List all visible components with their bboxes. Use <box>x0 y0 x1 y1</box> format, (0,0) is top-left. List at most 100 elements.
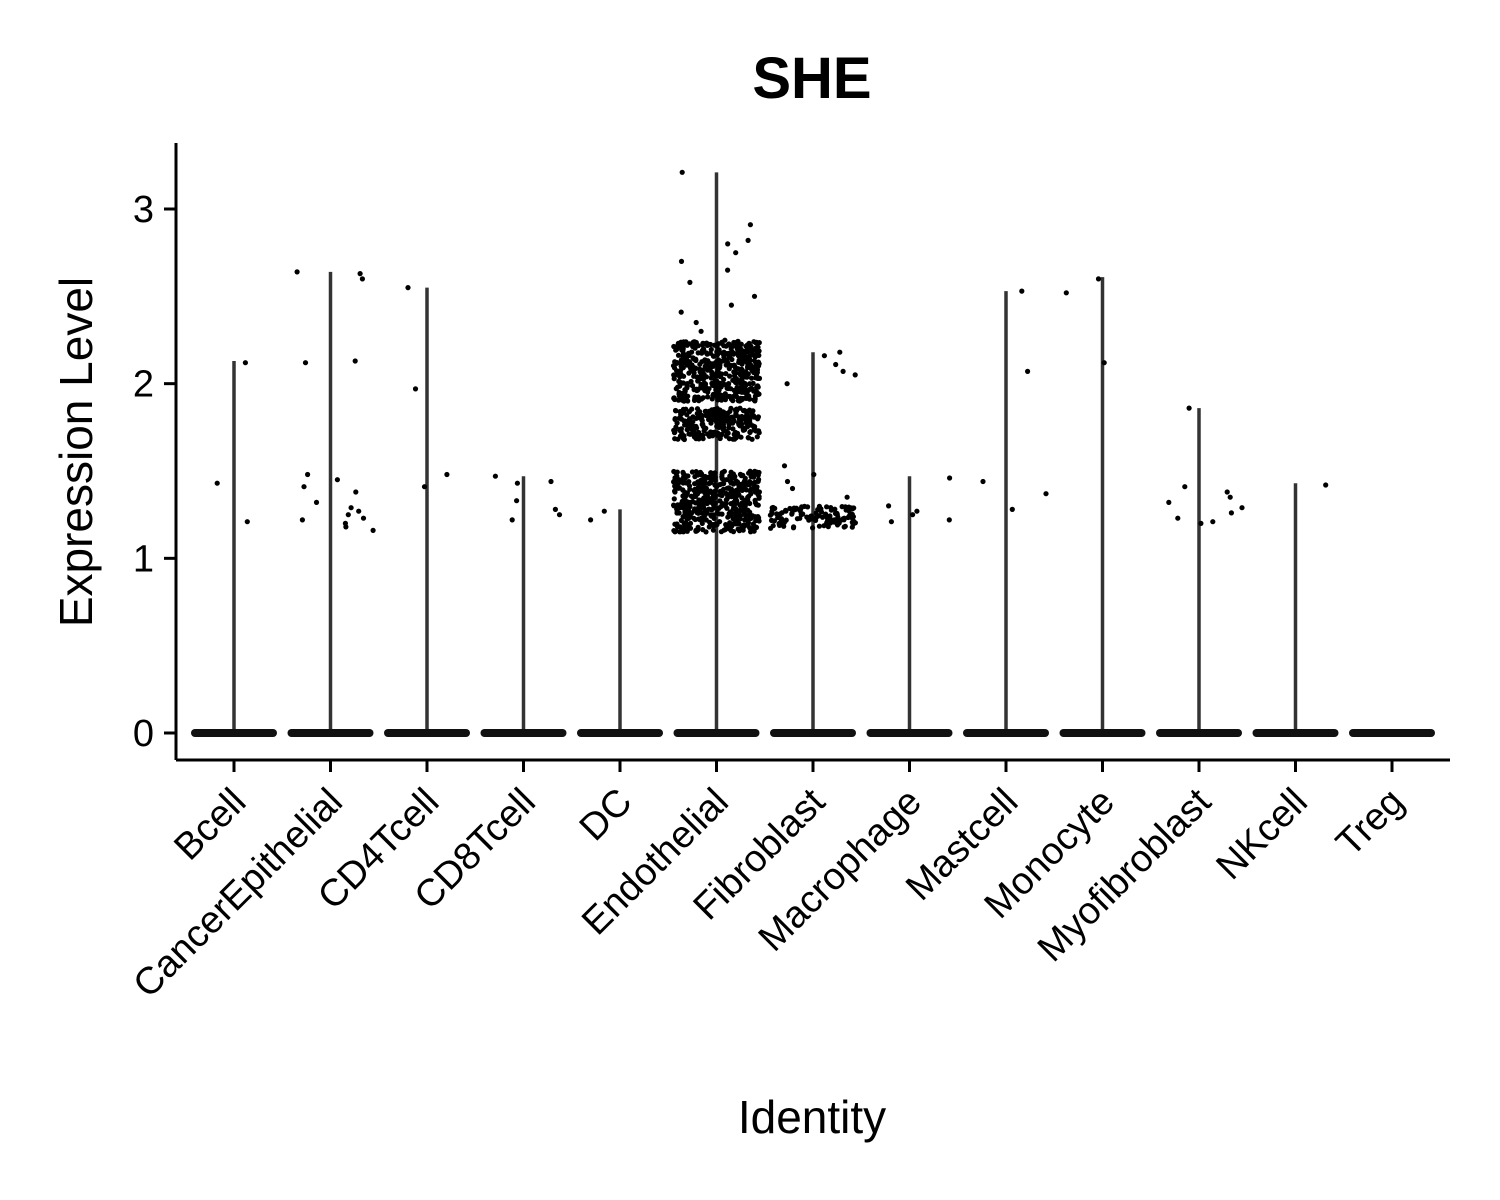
data-point <box>695 472 701 478</box>
data-point <box>833 361 839 368</box>
data-point <box>686 409 693 415</box>
data-point <box>681 342 688 348</box>
data-point <box>678 416 684 422</box>
data-point <box>794 516 801 522</box>
data-point <box>712 415 718 421</box>
data-point <box>804 514 810 520</box>
data-point <box>678 396 684 402</box>
data-point <box>768 525 774 531</box>
data-point <box>729 475 735 481</box>
data-point <box>789 511 795 517</box>
data-point <box>694 425 700 431</box>
data-point <box>697 506 703 512</box>
data-point <box>756 476 762 483</box>
data-point <box>672 436 678 442</box>
data-point <box>1025 368 1031 374</box>
zero-cluster-CD4Tcell <box>384 729 470 737</box>
zero-cluster-Fibroblast <box>770 729 856 737</box>
data-point <box>824 514 830 520</box>
data-point <box>703 529 709 535</box>
data-point <box>444 471 450 478</box>
data-point <box>781 463 788 469</box>
data-point <box>548 478 554 485</box>
data-point <box>810 525 816 531</box>
x-axis-label: Identity <box>738 1091 886 1143</box>
data-point <box>682 524 688 530</box>
data-point <box>334 477 340 483</box>
zero-cluster-DC <box>577 729 663 737</box>
data-point <box>709 429 716 436</box>
data-point <box>754 384 760 391</box>
data-point <box>731 373 738 379</box>
data-point <box>1019 288 1025 294</box>
data-point <box>694 406 701 412</box>
zero-cluster-Macrophage <box>866 729 953 737</box>
data-point <box>721 349 727 355</box>
data-point <box>680 480 686 486</box>
data-point <box>674 510 680 516</box>
data-point <box>745 237 751 243</box>
data-point <box>697 385 704 391</box>
data-point <box>825 520 831 526</box>
data-point <box>709 506 715 513</box>
data-point <box>735 414 742 420</box>
data-point <box>699 412 705 418</box>
data-point <box>1239 505 1245 511</box>
data-point <box>689 469 696 475</box>
data-point <box>738 368 744 374</box>
data-point <box>824 504 830 510</box>
data-point <box>672 488 678 494</box>
data-point <box>685 398 691 404</box>
data-point <box>734 350 740 356</box>
data-point <box>684 381 691 387</box>
data-point <box>701 428 707 434</box>
data-point <box>747 500 753 507</box>
data-point <box>1210 519 1216 525</box>
data-point <box>750 380 756 386</box>
data-point <box>683 519 689 526</box>
data-point <box>685 503 692 509</box>
data-point <box>746 407 753 413</box>
data-point <box>789 485 796 492</box>
data-point <box>680 365 686 371</box>
data-point <box>709 371 715 377</box>
data-point <box>754 389 760 395</box>
data-point <box>730 426 736 432</box>
data-point <box>301 484 307 490</box>
data-point <box>682 422 688 428</box>
data-point <box>787 505 793 512</box>
data-point <box>680 529 687 535</box>
data-point <box>739 358 745 364</box>
data-point <box>687 420 693 426</box>
data-point <box>724 523 730 529</box>
data-point <box>678 426 685 432</box>
data-point <box>692 493 699 499</box>
data-point <box>353 489 359 495</box>
zero-cluster-CD8Tcell <box>480 729 567 737</box>
data-point <box>704 493 711 499</box>
data-point <box>405 285 411 291</box>
data-point <box>737 421 743 427</box>
data-point <box>671 372 677 378</box>
data-point <box>675 340 682 346</box>
data-point <box>682 358 688 364</box>
data-point <box>721 343 727 349</box>
data-point <box>726 512 732 518</box>
data-point <box>815 507 821 513</box>
data-point <box>357 271 363 277</box>
data-point <box>808 513 815 519</box>
data-point <box>356 508 362 514</box>
data-point <box>743 499 749 505</box>
data-point <box>214 480 220 486</box>
data-point <box>719 472 725 478</box>
data-point <box>694 486 701 492</box>
data-point <box>697 369 703 375</box>
data-point <box>729 494 735 500</box>
data-point <box>743 369 749 375</box>
data-point <box>841 524 847 530</box>
y-axis-label: Expression Level <box>50 277 102 627</box>
data-point <box>724 418 730 424</box>
data-point <box>677 383 683 389</box>
data-point <box>753 367 759 373</box>
data-point <box>1009 506 1015 512</box>
